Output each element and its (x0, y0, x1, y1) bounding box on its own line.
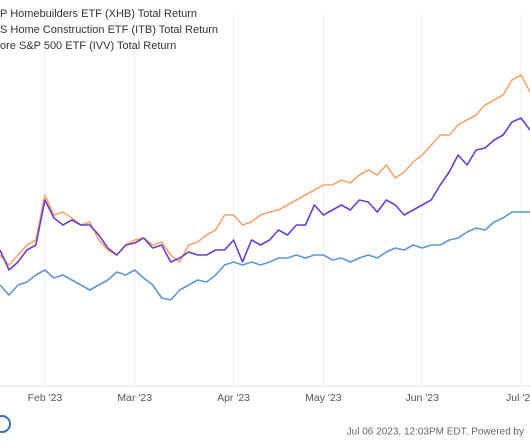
logo (0, 415, 11, 433)
footer: Jul 06 2023, 12:03PM EDT. Powered by (347, 427, 524, 438)
series-line (0, 74, 530, 266)
x-tick-label: May '23 (305, 392, 342, 404)
x-tick-label: Feb '23 (28, 392, 63, 404)
legend-entry: P Homebuilders ETF (XHB) Total Return (0, 8, 197, 20)
legend-entry: S Home Construction ETF (ITB) Total Retu… (0, 24, 218, 36)
x-tick-label: Jul '23 (506, 392, 530, 404)
x-tick-label: Mar '23 (117, 392, 152, 404)
legend-entry: ore S&P 500 ETF (IVV) Total Return (0, 40, 176, 52)
x-tick-label: Jun '23 (405, 392, 439, 404)
x-tick-label: Apr '23 (217, 392, 250, 404)
series-line (0, 211, 530, 301)
series-line (0, 117, 530, 271)
